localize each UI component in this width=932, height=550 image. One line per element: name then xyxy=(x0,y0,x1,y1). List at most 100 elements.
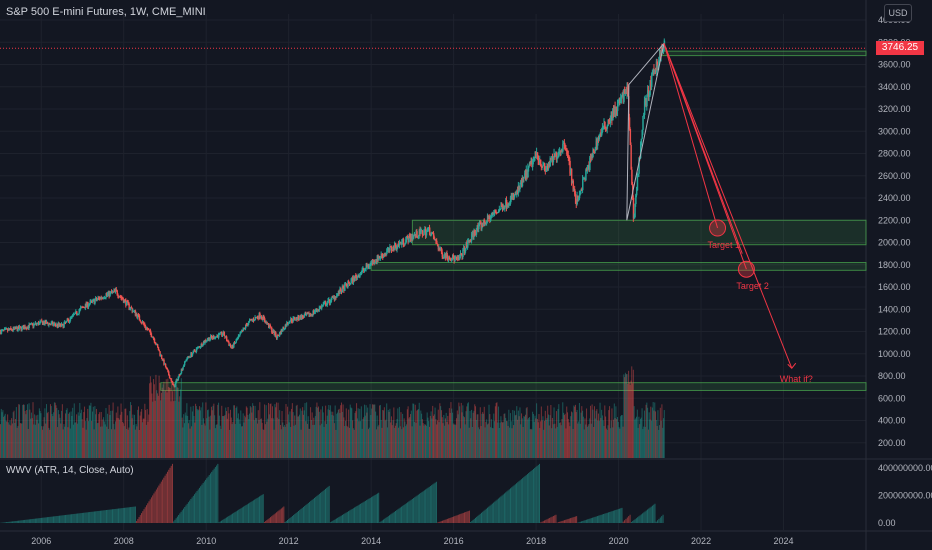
wwv-bar xyxy=(643,512,645,523)
volume-bar xyxy=(53,412,55,458)
volume-bar xyxy=(566,406,568,458)
volume-bar xyxy=(611,408,613,458)
wwv-bar xyxy=(638,516,640,523)
candle-body xyxy=(550,158,552,160)
volume-bar xyxy=(433,414,435,458)
candle-body xyxy=(383,254,385,258)
candle-body xyxy=(107,291,110,294)
volume-bar xyxy=(54,402,56,458)
candle-body xyxy=(306,313,308,315)
wwv-bar xyxy=(268,518,270,523)
wwv-bar xyxy=(265,521,267,523)
candle-body xyxy=(3,328,6,331)
volume-bar xyxy=(0,424,1,458)
volume-bar xyxy=(589,418,591,458)
wwv-bar xyxy=(141,513,143,523)
candle-body xyxy=(333,296,336,300)
candle-body xyxy=(271,327,273,333)
candle-body xyxy=(394,243,396,250)
wwv-bar xyxy=(531,469,533,523)
volume-bar xyxy=(44,408,46,458)
wwv-bar xyxy=(581,521,583,523)
volume-bar xyxy=(157,395,159,458)
candle-body xyxy=(349,283,352,285)
volume-bar xyxy=(283,426,285,458)
volume-bar xyxy=(522,426,524,458)
volume-bar xyxy=(527,419,529,458)
wwv-bar xyxy=(439,521,441,523)
volume-bar xyxy=(514,415,516,458)
wwv-bar xyxy=(497,498,499,523)
y-tick-label: 3600.00 xyxy=(878,60,911,70)
wwv-bar xyxy=(152,495,154,523)
volume-bar xyxy=(263,429,265,458)
candle-body xyxy=(528,163,531,166)
wwv-bar xyxy=(145,505,147,523)
candle-body xyxy=(584,178,586,181)
wwv-bar xyxy=(571,517,573,523)
candle-body xyxy=(203,341,205,346)
candle-body xyxy=(78,310,80,314)
candle-body xyxy=(158,350,161,352)
candle-body xyxy=(525,169,528,178)
volume-bar xyxy=(350,407,352,458)
candle-body xyxy=(542,163,544,167)
volume-bar xyxy=(338,408,340,458)
volume-bar xyxy=(660,420,662,458)
wwv-bar xyxy=(91,511,93,523)
volume-bar xyxy=(314,416,316,458)
wwv-bar xyxy=(213,468,215,523)
candle-body xyxy=(191,353,193,356)
volume-bar xyxy=(471,409,473,458)
currency-button[interactable]: USD xyxy=(884,4,912,22)
candle-body xyxy=(586,169,588,171)
candle-body xyxy=(592,149,594,157)
candle-body xyxy=(141,321,144,323)
wwv-bar xyxy=(518,481,520,523)
volume-bar xyxy=(366,412,368,458)
candle-body xyxy=(659,51,661,61)
volume-bar xyxy=(559,423,561,458)
wwv-bar xyxy=(3,522,5,523)
volume-bar xyxy=(465,411,467,458)
volume-bar xyxy=(203,423,205,458)
volume-bar xyxy=(384,420,386,458)
volume-bar xyxy=(367,429,369,458)
candle-body xyxy=(566,148,568,155)
volume-bar xyxy=(475,419,477,458)
volume-bar xyxy=(505,417,507,458)
candle-body xyxy=(103,298,105,300)
volume-bar xyxy=(363,417,365,458)
wwv-bar xyxy=(411,498,413,523)
wwv-bar xyxy=(453,516,455,523)
volume-bar xyxy=(386,403,388,458)
candle-body xyxy=(264,318,266,322)
volume-bar xyxy=(585,424,587,458)
volume-bar xyxy=(79,402,81,458)
volume-bar xyxy=(154,400,156,458)
x-tick-label: 2008 xyxy=(114,536,134,546)
volume-bar xyxy=(474,404,476,458)
volume-bar xyxy=(565,428,567,458)
volume-bar xyxy=(251,412,253,458)
volume-bar xyxy=(365,405,367,458)
x-tick-label: 2006 xyxy=(31,536,51,546)
candle-body xyxy=(482,225,484,227)
wwv-bar xyxy=(194,494,196,523)
volume-bar xyxy=(37,414,39,458)
candle-body xyxy=(99,297,102,300)
candle-body xyxy=(354,275,356,282)
candle-body xyxy=(406,236,408,240)
candle-body xyxy=(601,132,603,136)
candle-body xyxy=(432,232,434,234)
volume-bar xyxy=(364,415,366,458)
volume-bar xyxy=(1,412,3,458)
wwv-bar xyxy=(619,508,621,523)
candle-body xyxy=(459,253,462,257)
candle-body xyxy=(547,165,549,169)
volume-bar xyxy=(521,418,523,458)
volume-bar xyxy=(271,418,273,458)
candle-body xyxy=(171,381,173,383)
candle-body xyxy=(585,169,587,181)
